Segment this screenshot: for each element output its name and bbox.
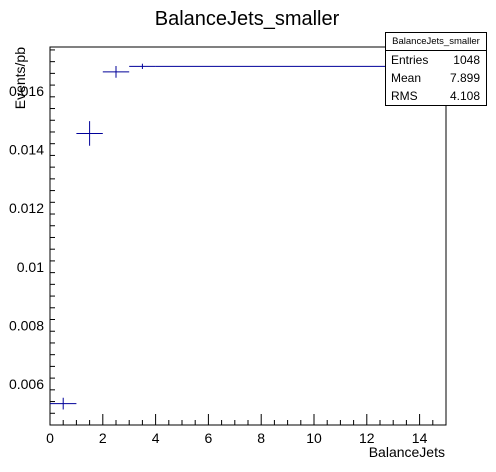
y-tick-label: 0.008: [9, 317, 44, 333]
stats-rms-value: 4.108: [450, 87, 480, 105]
data-point: [129, 64, 155, 69]
data-point: [103, 66, 129, 78]
stats-row-rms: RMS 4.108: [386, 87, 486, 105]
x-tick-label: 2: [99, 430, 107, 446]
chart-title: BalanceJets_smaller: [155, 8, 340, 30]
x-axis-label: BalanceJets: [369, 444, 445, 460]
stats-row-entries: Entries 1048: [386, 51, 486, 69]
y-tick-label: 0.012: [9, 200, 44, 216]
data-points: [50, 64, 446, 410]
stats-rms-label: RMS: [391, 87, 418, 105]
data-point: [50, 398, 76, 410]
y-axis-label: Events/pb: [12, 47, 28, 109]
x-tick-label: 0: [46, 430, 54, 446]
stats-row-mean: Mean 7.899: [386, 69, 486, 87]
y-tick-label: 0.006: [9, 376, 44, 392]
stats-box: BalanceJets_smaller Entries 1048 Mean 7.…: [385, 32, 487, 106]
x-tick-label: 6: [205, 430, 213, 446]
stats-entries-label: Entries: [391, 51, 428, 69]
x-tick-label: 10: [306, 430, 322, 446]
y-tick-label: 0.01: [17, 259, 44, 275]
y-tick-label: 0.014: [9, 142, 44, 158]
x-tick-label: 8: [257, 430, 265, 446]
x-tick-label: 4: [152, 430, 160, 446]
stats-entries-value: 1048: [453, 51, 480, 69]
stats-mean-value: 7.899: [450, 69, 480, 87]
data-point: [76, 121, 102, 146]
stats-title: BalanceJets_smaller: [386, 33, 486, 51]
stats-mean-label: Mean: [391, 69, 421, 87]
